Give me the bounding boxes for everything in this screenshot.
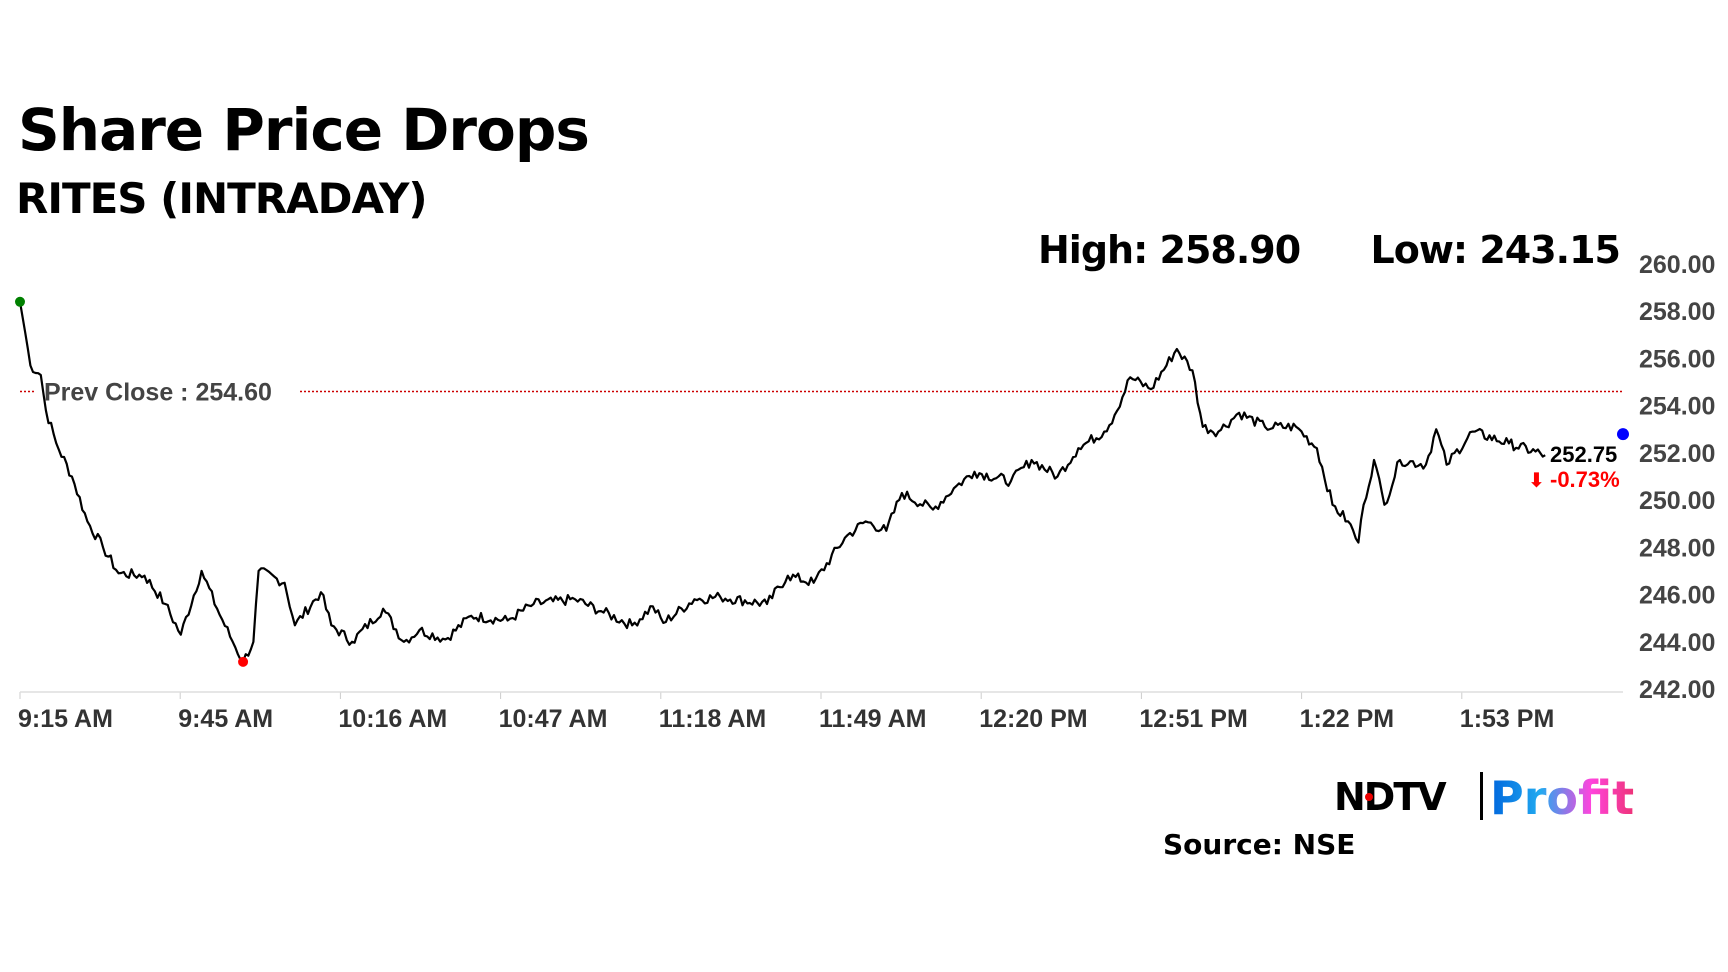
y-tick-label: 244.00	[1639, 629, 1715, 657]
x-tick-label: 1:53 PM	[1460, 705, 1554, 733]
x-tick-label: 10:47 AM	[499, 705, 608, 733]
y-tick-label: 242.00	[1639, 676, 1715, 704]
y-tick-label: 258.00	[1639, 298, 1715, 326]
ndtv-profit-logo: NDTV Profit	[1334, 770, 1634, 830]
change-percent-label: -0.73%	[1550, 467, 1620, 492]
y-tick-label: 250.00	[1639, 487, 1715, 515]
y-tick-label: 256.00	[1639, 345, 1715, 373]
y-tick-label: 252.00	[1639, 440, 1715, 468]
last-price-label: 252.75	[1550, 442, 1617, 467]
low-marker	[238, 656, 249, 667]
end-marker	[1617, 428, 1629, 441]
x-tick-label: 1:22 PM	[1300, 705, 1394, 733]
y-tick-label: 254.00	[1639, 393, 1715, 421]
svg-text:Profit: Profit	[1490, 771, 1634, 825]
svg-text:NDTV: NDTV	[1334, 775, 1447, 819]
high-value: High: 258.90	[1038, 228, 1301, 272]
x-tick-label: 12:51 PM	[1139, 705, 1247, 733]
y-tick-label: 246.00	[1639, 582, 1715, 610]
x-tick-label: 12:20 PM	[979, 705, 1087, 733]
arrow-down-icon: ⬇	[1528, 468, 1545, 492]
chart-subtitle: RITES (INTRADAY)	[16, 174, 428, 223]
page-title: Share Price Drops	[18, 96, 590, 164]
prev-close-label-bg	[36, 377, 298, 406]
y-tick-label: 260.00	[1639, 251, 1715, 279]
x-tick-label: 11:18 AM	[659, 705, 766, 733]
low-value: Low: 243.15	[1370, 228, 1621, 272]
start-marker	[15, 296, 25, 307]
x-tick-label: 9:15 AM	[18, 705, 113, 733]
price-line	[18, 301, 1546, 663]
price-chart: 242.00 244.00 246.00 248.00 250.00 252.00 254.…	[15, 251, 1715, 733]
prev-close-label: Prev Close : 254.60	[44, 379, 272, 407]
y-tick-label: 248.00	[1639, 534, 1715, 562]
x-tick-label: 9:45 AM	[178, 705, 273, 733]
x-tick-label: 11:49 AM	[819, 705, 926, 733]
source-label: Source: NSE	[1163, 828, 1356, 861]
x-tick-label: 10:16 AM	[338, 705, 447, 733]
